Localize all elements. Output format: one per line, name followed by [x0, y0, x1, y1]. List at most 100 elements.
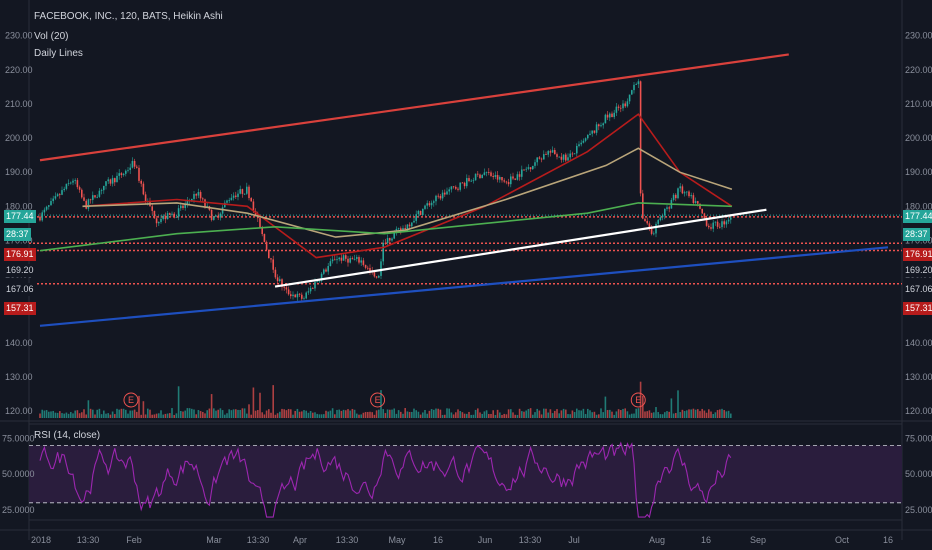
volume-bar-280 [655, 407, 657, 418]
candle-body-279 [653, 233, 655, 235]
candle-body-164 [400, 228, 402, 231]
candle-body-211 [503, 180, 505, 182]
volume-bar-281 [657, 412, 659, 418]
volume-bar-25 [94, 414, 96, 418]
candle-body-88 [232, 195, 235, 198]
time-label-13: 16 [701, 535, 711, 545]
candle-body-173 [419, 210, 422, 216]
candle-body-212 [505, 181, 508, 183]
trend-line-0 [39, 53, 789, 162]
candle-body-241 [569, 153, 571, 158]
volume-bar-184 [444, 414, 446, 418]
volume-bar-7 [54, 412, 57, 418]
candle-body-237 [560, 156, 563, 160]
candle-body-113 [287, 289, 290, 295]
volume-bar-277 [648, 410, 651, 418]
volume-bar-173 [419, 414, 422, 418]
candle-body-47 [142, 183, 145, 195]
candle-body-183 [441, 192, 444, 199]
volume-bar-134 [334, 414, 336, 418]
volume-bar-162 [395, 413, 398, 418]
volume-bar-218 [518, 408, 521, 418]
candle-body-311 [723, 221, 725, 225]
volume-bar-48 [144, 414, 147, 418]
candle-body-233 [551, 150, 554, 153]
volume-bar-65 [182, 411, 184, 418]
candle-body-66 [184, 204, 186, 209]
volume-bar-167 [406, 411, 409, 418]
candle-body-303 [705, 217, 708, 226]
candle-body-169 [411, 222, 413, 227]
volume-bar-30 [105, 413, 107, 418]
candle-body-154 [378, 275, 380, 278]
candle-body-38 [122, 173, 125, 176]
volume-bar-116 [294, 410, 296, 418]
candle-body-137 [340, 257, 343, 261]
candle-body-60 [171, 213, 173, 215]
volume-bar-242 [571, 410, 574, 418]
volume-bar-295 [688, 409, 690, 418]
candle-body-22 [87, 199, 90, 209]
candle-body-92 [241, 189, 244, 194]
volume-bar-274 [642, 395, 644, 418]
volume-bar-268 [628, 414, 631, 418]
candle-body-53 [155, 218, 158, 224]
candle-body-181 [437, 195, 439, 197]
volume-bar-34 [114, 414, 116, 418]
volume-bar-304 [708, 409, 710, 418]
candle-body-292 [681, 186, 684, 194]
volume-bar-62 [175, 413, 178, 418]
volume-bar-104 [268, 409, 270, 418]
candle-body-167 [406, 224, 409, 230]
price-tick-right-3: 200.00 [905, 133, 932, 143]
candle-body-135 [336, 259, 338, 261]
volume-bar-107 [274, 414, 277, 418]
volume-bar-144 [356, 413, 358, 418]
volume-bar-126 [316, 413, 318, 418]
volume-bar-17 [76, 410, 79, 418]
candle-body-300 [699, 203, 701, 209]
volume-bar-279 [653, 412, 655, 418]
candle-body-293 [683, 192, 686, 194]
candle-body-93 [243, 193, 246, 195]
candle-body-231 [547, 151, 549, 155]
candle-body-114 [290, 294, 292, 297]
candle-body-182 [439, 195, 442, 199]
candle-body-41 [129, 167, 131, 170]
volume-bar-294 [686, 410, 688, 418]
volume-bar-152 [373, 414, 376, 418]
candle-body-161 [393, 232, 395, 239]
earnings-marker-0 [123, 392, 139, 408]
candle-body-110 [281, 279, 283, 287]
candle-body-176 [426, 203, 428, 206]
volume-bar-150 [369, 411, 371, 418]
candle-body-263 [617, 106, 620, 108]
candle-body-205 [490, 172, 492, 177]
candle-body-280 [655, 223, 657, 234]
volume-bar-195 [468, 411, 470, 418]
volume-bar-207 [494, 414, 497, 418]
candle-body-187 [450, 186, 453, 190]
candle-body-6 [52, 198, 54, 202]
volume-bar-202 [483, 411, 486, 418]
candle-body-21 [85, 200, 87, 209]
candle-body-0 [39, 216, 41, 221]
volume-bar-13 [67, 413, 70, 418]
candle-body-140 [347, 258, 349, 263]
price-tick-left-3: 200.00 [5, 133, 33, 143]
candle-body-170 [413, 220, 415, 223]
volume-bar-305 [710, 411, 712, 418]
volume-bar-190 [457, 409, 459, 418]
volume-bar-77 [208, 408, 211, 418]
price-tick-right-11: 120.00 [905, 406, 932, 416]
volume-bar-289 [675, 413, 677, 418]
volume-bar-248 [584, 414, 587, 418]
volume-bar-51 [151, 414, 153, 418]
volume-bar-203 [485, 410, 488, 418]
candle-body-216 [514, 178, 516, 180]
volume-bar-98 [254, 410, 257, 418]
candle-body-259 [609, 113, 611, 118]
volume-bar-63 [177, 386, 180, 418]
candle-body-218 [518, 174, 521, 177]
